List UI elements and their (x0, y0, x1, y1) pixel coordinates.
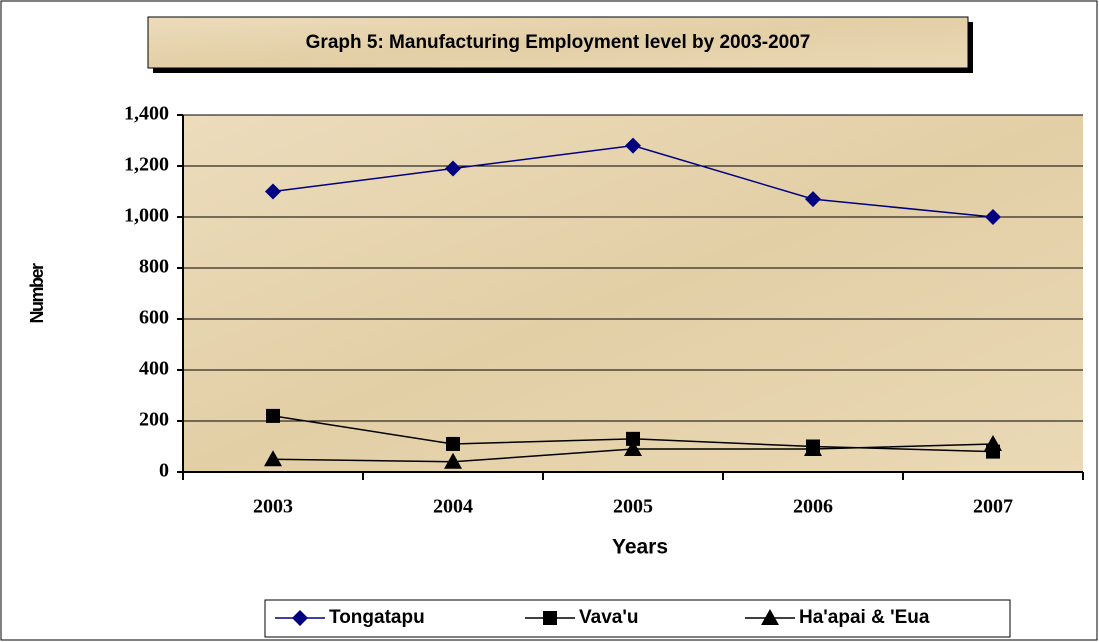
marker (265, 183, 281, 200)
marker (984, 434, 1002, 451)
marker (446, 436, 460, 451)
x-tick-label: 2005 (613, 496, 653, 518)
legend-label: Tongatapu (329, 607, 425, 628)
marker (626, 431, 640, 446)
title-box (147, 16, 969, 69)
marker (804, 440, 822, 457)
chart-title: Graph 5: Manufacturing Employment level … (306, 32, 811, 53)
y-tick-label: 800 (139, 256, 169, 278)
y-tick-label: 400 (139, 358, 169, 380)
marker (805, 191, 821, 208)
marker (625, 137, 641, 154)
y-tick-label: 0 (159, 460, 169, 482)
legend (264, 599, 1011, 638)
x-tick-label: 2006 (793, 496, 833, 518)
y-tick-label: 1,400 (124, 103, 169, 125)
y-tick-label: 600 (139, 307, 169, 329)
marker (264, 450, 282, 467)
marker (624, 440, 642, 457)
y-tick-label: 1,200 (124, 154, 169, 176)
y-tick-label: 1,000 (124, 205, 169, 227)
marker (444, 452, 462, 469)
marker (266, 408, 280, 423)
x-axis-title: Years (612, 536, 668, 559)
plot-area (183, 115, 1083, 472)
x-tick-label: 2003 (253, 496, 293, 518)
legend-label: Ha'apai & 'Eua (799, 607, 930, 628)
x-tick-label: 2004 (433, 496, 473, 518)
y-axis-title: Number (27, 263, 47, 324)
marker (292, 610, 308, 626)
x-tick-label: 2007 (973, 496, 1013, 518)
legend-label: Vava'u (579, 607, 638, 628)
marker (543, 611, 557, 625)
y-tick-label: 200 (139, 409, 169, 431)
marker (761, 609, 779, 625)
marker (445, 160, 461, 177)
marker (985, 209, 1001, 225)
